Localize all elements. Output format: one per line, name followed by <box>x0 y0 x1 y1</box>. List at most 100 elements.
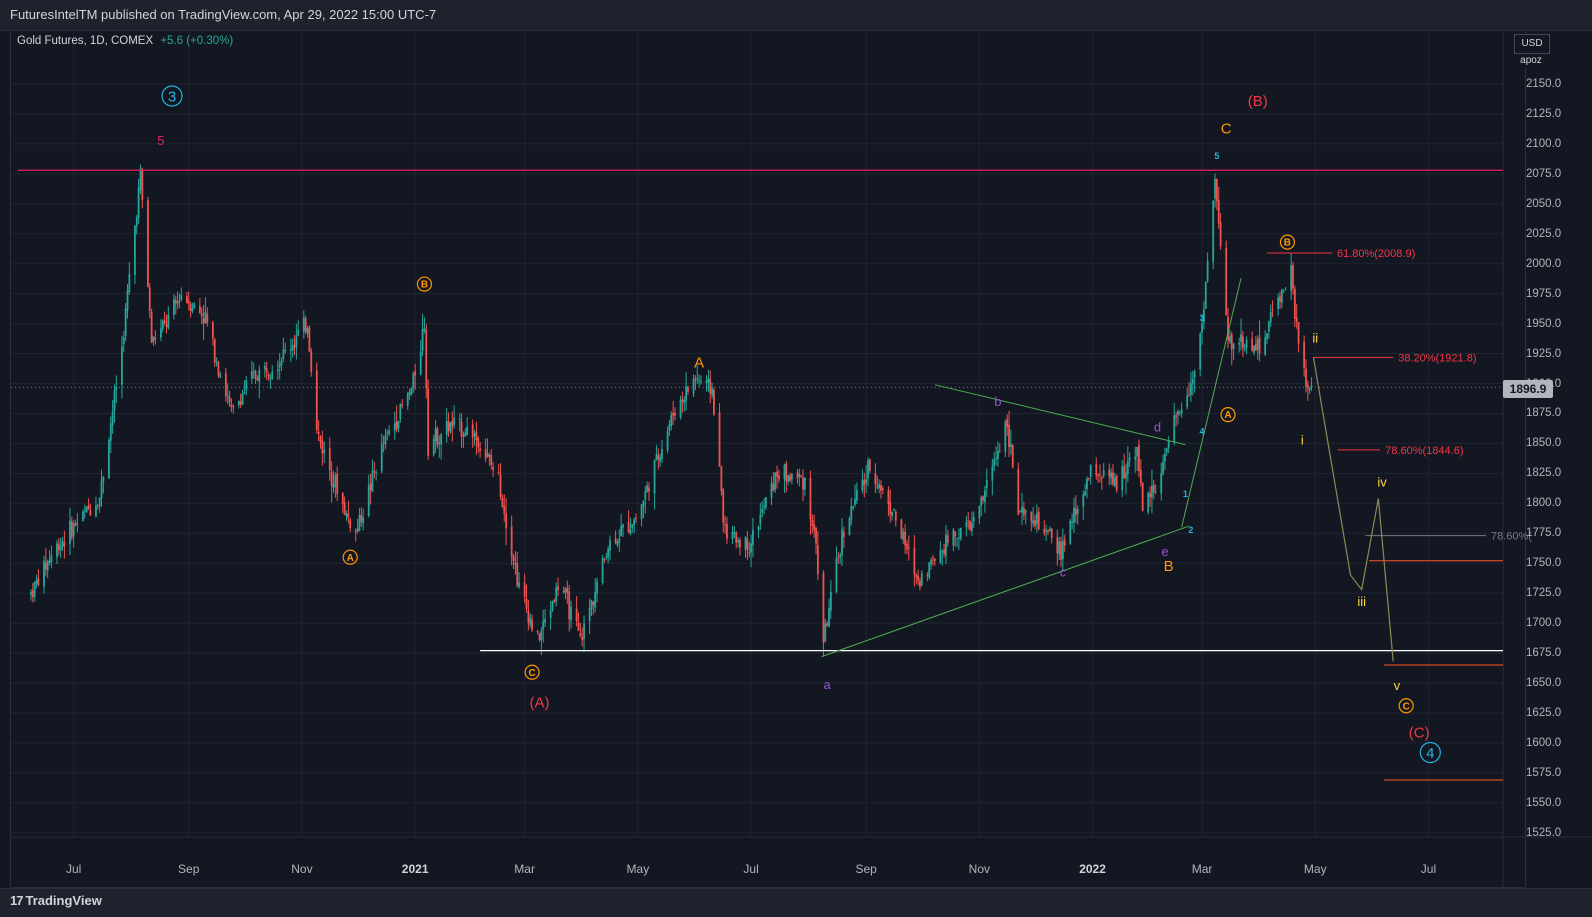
chart-frame <box>10 30 1526 888</box>
candle-body <box>709 378 712 394</box>
candle-body <box>579 632 582 636</box>
candle-body <box>995 458 997 460</box>
candle-body <box>250 370 253 380</box>
footer-bar <box>0 888 1592 917</box>
candle-body <box>302 317 305 332</box>
candle-body <box>230 404 233 408</box>
price-tick-label: 1925.0 <box>1526 347 1562 360</box>
wave-label: B <box>1164 558 1174 575</box>
candle-body <box>289 349 292 351</box>
candle-body <box>835 558 838 592</box>
candle-body <box>1206 260 1209 281</box>
candle-body <box>232 406 235 408</box>
candle-body <box>1303 341 1306 368</box>
candle-body <box>486 453 489 457</box>
candle-body <box>284 350 287 352</box>
candle-body <box>605 556 608 558</box>
candle-body <box>785 463 788 482</box>
candle-body <box>744 536 747 550</box>
trendline <box>934 384 1186 446</box>
candle-body <box>82 511 84 522</box>
candle-body <box>499 474 502 497</box>
candle-body <box>555 587 558 602</box>
candle-body <box>713 389 715 415</box>
candle-body <box>1227 316 1229 341</box>
candle-body <box>824 623 827 642</box>
wave-label: 3 <box>168 88 176 105</box>
candle-body <box>1048 528 1051 532</box>
candle-body <box>1149 493 1151 497</box>
candle-body <box>332 484 335 488</box>
candle-body <box>1110 472 1113 479</box>
price-tick-label: 1825.0 <box>1526 467 1562 480</box>
candle-body <box>1219 222 1222 247</box>
candle-body <box>126 290 129 311</box>
candle-body <box>1256 339 1259 350</box>
candle-body <box>423 328 426 331</box>
candle-body <box>1011 444 1014 468</box>
candle-body <box>828 607 830 627</box>
candle-body <box>215 361 218 363</box>
candle-body <box>69 520 71 544</box>
price-tick-label: 1875.0 <box>1526 407 1562 420</box>
wave-label: 1 <box>1183 489 1188 499</box>
candle-body <box>1310 385 1313 388</box>
candle-body <box>460 421 463 438</box>
wave-label: (C) <box>1409 725 1430 742</box>
candle-body <box>503 505 506 514</box>
candle-body <box>1201 323 1203 333</box>
candle-body <box>906 543 908 550</box>
candle-body <box>544 618 546 623</box>
candle-body <box>488 454 491 458</box>
candle-body <box>865 479 868 484</box>
candle-body <box>224 373 227 397</box>
candle-body <box>1030 511 1033 522</box>
candle-body <box>894 512 897 521</box>
candle-body <box>614 538 617 544</box>
candle-body <box>109 423 112 441</box>
candle-body <box>839 554 842 558</box>
candle-body <box>373 471 376 473</box>
candle-body <box>1082 494 1085 507</box>
candle-body <box>317 431 320 435</box>
candle-body <box>1280 289 1283 303</box>
candle-body <box>202 318 205 324</box>
candle-body <box>752 529 754 546</box>
candle-body <box>59 546 62 551</box>
candle-body <box>566 587 569 593</box>
candle-body <box>1043 528 1046 533</box>
candle-body <box>928 562 931 578</box>
fib-level-label: 78.60%( <box>1491 531 1532 543</box>
candle-body <box>1271 309 1274 311</box>
price-tick-label: 1675.0 <box>1526 647 1562 660</box>
candle-body <box>666 431 669 451</box>
candle-body <box>147 200 149 288</box>
candle-body <box>1217 200 1220 224</box>
candle-body <box>707 378 710 383</box>
currency-button[interactable]: USD <box>1514 34 1550 54</box>
candle-body <box>540 630 543 640</box>
candle-body <box>1290 265 1293 291</box>
candle-body <box>854 498 856 505</box>
tradingview-logo[interactable]: 17 TradingView <box>10 893 102 908</box>
price-tick-label: 1550.0 <box>1526 796 1562 809</box>
wave-label: 3 <box>1200 313 1205 323</box>
candle-body <box>889 501 892 515</box>
candle-body <box>982 496 984 501</box>
wave-label-circle <box>1279 234 1296 250</box>
candle-body <box>887 490 890 505</box>
wave-label: A <box>1224 410 1231 421</box>
candle-body <box>295 336 298 348</box>
candle-body <box>453 417 456 425</box>
wave-label: 5 <box>157 133 164 148</box>
candle-body <box>876 485 879 487</box>
candle-body <box>356 528 359 532</box>
candle-body <box>1186 395 1189 407</box>
candle-body <box>553 599 556 603</box>
candle-body <box>178 301 181 303</box>
candle-body <box>115 386 118 391</box>
wave-label: B <box>421 280 428 291</box>
price-tick-label: 2000.0 <box>1526 257 1562 270</box>
price-tick-label: 1525.0 <box>1526 826 1562 839</box>
